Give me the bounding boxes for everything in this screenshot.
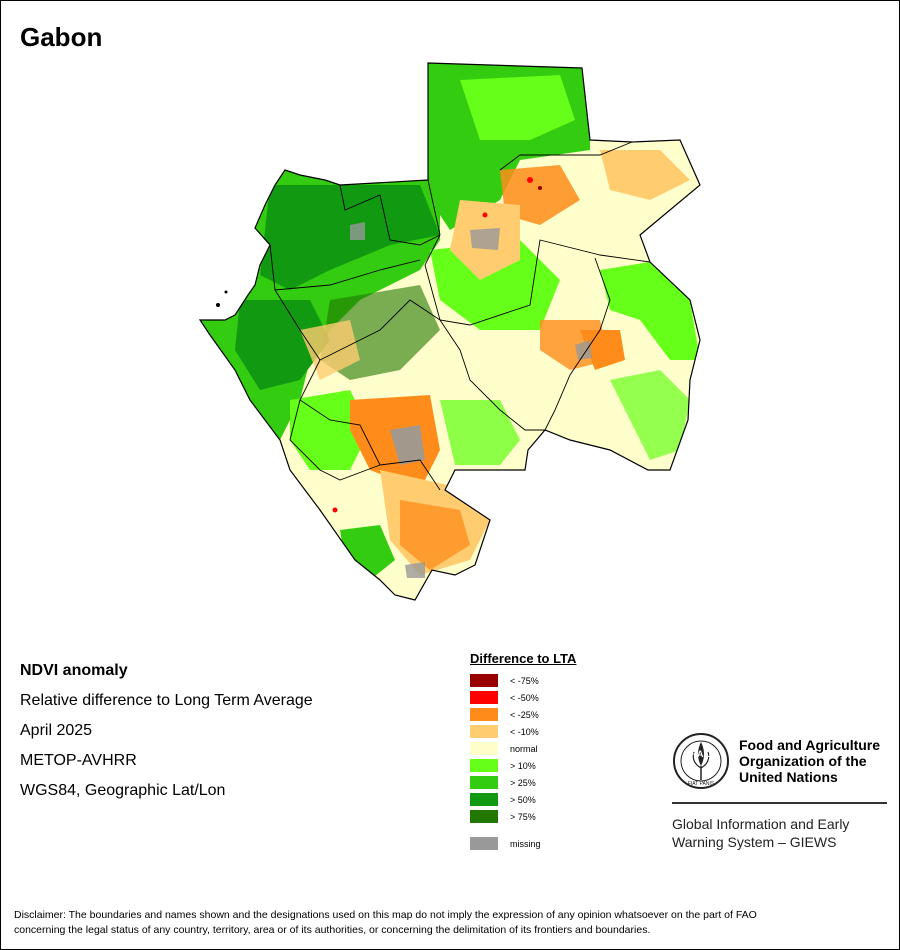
legend-item-missing: missing: [470, 835, 576, 852]
map-title: Gabon: [20, 22, 103, 52]
legend-swatch: [470, 708, 498, 721]
map-legend: Difference to LTA < -75% < -50% < -25% < -1…: [470, 651, 576, 852]
legend-item: < -10%: [470, 723, 576, 740]
legend-label: > 50%: [510, 794, 536, 805]
legend-swatch: [470, 810, 498, 823]
disclaimer-line: Disclaimer: The boundaries and names sho…: [14, 909, 757, 921]
disclaimer: Disclaimer: The boundaries and names sho…: [14, 908, 884, 938]
island: [216, 303, 220, 307]
legend-swatch: [470, 691, 498, 704]
legend-label: < -25%: [510, 709, 539, 720]
disclaimer-line: concerning the legal status of any count…: [14, 924, 651, 936]
legend-item: > 50%: [470, 791, 576, 808]
fao-divider: [672, 802, 887, 804]
fao-organization-name: Food and Agriculture Organization of the…: [739, 737, 880, 785]
legend-label: < -50%: [510, 692, 539, 703]
fao-branding: F A O FIAT PANIS Food and Agriculture Or…: [672, 732, 888, 851]
legend-title: Difference to LTA: [470, 651, 577, 666]
fao-name-line: Organization of the: [739, 753, 867, 769]
info-description: Relative difference to Long Term Average: [20, 692, 313, 709]
legend-label: > 10%: [510, 760, 536, 771]
info-sensor: METOP-AVHRR: [20, 752, 137, 769]
fao-logo-motto: FIAT PANIS: [688, 781, 715, 787]
info-date: April 2025: [20, 722, 93, 739]
legend-swatch: [470, 793, 498, 806]
legend-item: > 25%: [470, 774, 576, 791]
legend-label: < -10%: [510, 726, 539, 737]
legend-label: > 25%: [510, 777, 536, 788]
legend-item: < -25%: [470, 706, 576, 723]
legend-swatch: [470, 776, 498, 789]
fao-name-line: United Nations: [739, 769, 838, 785]
legend-swatch: [470, 837, 498, 850]
giews-line: Warning System – GIEWS: [672, 834, 837, 850]
fao-name-line: Food and Agriculture: [739, 737, 881, 753]
legend-item: < -75%: [470, 672, 576, 689]
province-boundaries: [269, 141, 651, 491]
legend-label: missing: [510, 838, 541, 849]
map-info-block: NDVI anomaly Relative difference to Long…: [20, 656, 313, 806]
legend-swatch: [470, 742, 498, 755]
legend-label: > 75%: [510, 811, 536, 822]
legend-item: > 10%: [470, 757, 576, 774]
legend-swatch: [470, 725, 498, 738]
legend-label: normal: [510, 743, 538, 754]
fao-logo-letters: F A O: [689, 749, 712, 759]
info-product: NDVI anomaly: [20, 662, 128, 679]
giews-name: Global Information and Early Warning Sys…: [672, 815, 888, 851]
fao-logo-icon: F A O FIAT PANIS: [673, 733, 729, 789]
legend-item: > 75%: [470, 808, 576, 825]
legend-label: < -75%: [510, 675, 539, 686]
legend-item: normal: [470, 740, 576, 757]
info-projection: WGS84, Geographic Lat/Lon: [20, 782, 226, 799]
ndvi-anomaly-map: [199, 62, 701, 601]
giews-line: Global Information and Early: [672, 816, 850, 832]
legend-swatch: [470, 759, 498, 772]
island: [224, 290, 228, 294]
legend-swatch: [470, 674, 498, 687]
legend-item: < -50%: [470, 689, 576, 706]
